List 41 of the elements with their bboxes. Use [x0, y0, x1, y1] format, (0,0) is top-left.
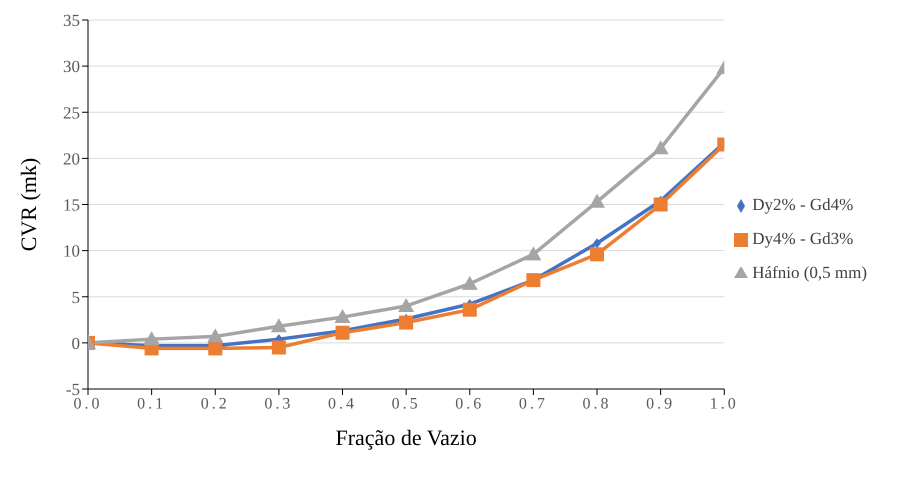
x-tick-label: 0.9: [646, 395, 676, 412]
y-tick-label: 25: [63, 103, 80, 122]
point: [272, 340, 286, 354]
point: [589, 194, 606, 208]
point: [208, 341, 222, 356]
point: [590, 247, 604, 262]
point: [398, 298, 414, 312]
x-tick-label: 0.7: [518, 395, 548, 412]
y-tick-label: 10: [63, 242, 80, 261]
x-tick-label: 0.4: [328, 395, 358, 412]
x-tick-label: 0.1: [137, 395, 166, 412]
point: [207, 328, 224, 342]
point: [526, 273, 540, 288]
point: [336, 326, 350, 340]
x-tick-label: 0.2: [200, 395, 230, 412]
point: [270, 318, 287, 332]
y-axis-title: CVR (mk): [16, 158, 41, 252]
y-tick-label: 30: [63, 57, 80, 76]
point: [593, 238, 602, 248]
x-tick-label: 0.5: [392, 395, 421, 412]
point: [652, 140, 669, 154]
y-tick-label: 0: [72, 334, 80, 353]
legend-label: Háfnio (0,5 mm): [752, 262, 867, 282]
y-tick-label: 5: [72, 288, 80, 307]
y-tick-label: 15: [63, 196, 80, 215]
point: [654, 198, 668, 212]
x-tick-label: 1.0: [710, 395, 739, 412]
point: [462, 302, 477, 317]
point: [334, 309, 351, 324]
point: [399, 316, 414, 330]
point: [525, 246, 542, 260]
legend-label: Dy2% - Gd4%: [752, 194, 854, 214]
x-axis-title: Fração de Vazio: [335, 425, 477, 450]
legend-label: Dy4% - Gd3%: [752, 228, 854, 248]
x-tick-label: 0.3: [264, 395, 294, 412]
y-tick-label: 35: [63, 11, 80, 30]
x-tick-label: 0.8: [582, 395, 612, 412]
y-tick-label: 20: [63, 149, 80, 168]
point: [462, 276, 478, 290]
point: [144, 331, 160, 346]
x-tick-label: 0.6: [455, 395, 484, 412]
